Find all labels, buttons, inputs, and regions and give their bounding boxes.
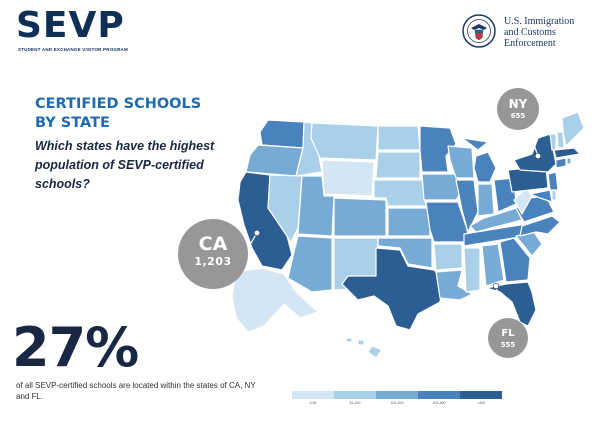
- legend-label-2: 51-100: [349, 401, 361, 405]
- legend-label-3: 101-200: [390, 401, 404, 405]
- legend-swatch-5: [460, 391, 502, 399]
- state-in: [477, 183, 495, 217]
- state-md: [529, 189, 553, 203]
- fl-marker: [492, 282, 500, 290]
- state-nv: [267, 174, 303, 243]
- sevp-logo-subtitle: STUDENT AND EXCHANGE VISITOR PROGRAM: [18, 47, 128, 52]
- dhs-seal-icon: [462, 14, 496, 48]
- state-wy: [321, 159, 375, 197]
- state-or: [245, 144, 304, 177]
- state-wv: [513, 187, 533, 215]
- callout-ca-count: 1,203: [194, 255, 232, 268]
- state-ri: [566, 157, 572, 165]
- state-wa: [259, 119, 305, 149]
- state-az: [287, 235, 333, 293]
- legend-label-5: >400: [477, 401, 485, 405]
- state-sd: [375, 151, 421, 179]
- state-mn: [419, 125, 457, 173]
- state-fl: [485, 281, 537, 327]
- state-hi: [345, 337, 383, 359]
- legend-label-1: 0-50: [309, 401, 317, 405]
- legend-swatch-2: [334, 391, 376, 399]
- map-legend: 0-50 51-100 101-200 201-400 >400: [292, 391, 502, 407]
- page-question: Which states have the highest population…: [35, 139, 215, 191]
- sevp-logo-text: SEVP: [16, 5, 125, 46]
- agency-name-line-3: Enforcement: [504, 38, 556, 49]
- callout-ny: NY 655: [497, 88, 539, 130]
- callout-ca: CA 1,203: [178, 219, 248, 289]
- state-ct: [555, 157, 567, 169]
- page-title-line-1: CERTIFIED SCHOOLS: [35, 96, 202, 112]
- state-il: [455, 179, 479, 233]
- state-nj: [547, 171, 559, 191]
- legend-label-4: 201-400: [432, 401, 446, 405]
- state-ms: [463, 247, 481, 293]
- callout-ca-state: CA: [198, 233, 228, 255]
- state-wi: [447, 145, 475, 179]
- page-title: CERTIFIED SCHOOLS BY STATE: [35, 95, 220, 133]
- stat-percent: 27%: [12, 316, 139, 379]
- agency-name-line-2: and Customs: [504, 27, 556, 38]
- page-title-line-2: BY STATE: [35, 115, 110, 131]
- state-al: [481, 243, 505, 287]
- callout-fl-count: 555: [500, 341, 516, 349]
- legend-swatch-3: [376, 391, 418, 399]
- state-ny: [513, 133, 557, 173]
- state-ut: [297, 175, 335, 237]
- state-la: [435, 269, 473, 301]
- state-vt: [549, 133, 557, 151]
- state-nc: [519, 215, 561, 237]
- legend-swatch-1: [292, 391, 334, 399]
- ca-marker: [253, 229, 261, 237]
- state-nd: [377, 125, 421, 151]
- ny-marker: [534, 152, 542, 160]
- state-mi: [461, 137, 497, 183]
- state-ks: [387, 207, 431, 237]
- state-ga: [499, 237, 531, 283]
- state-co: [333, 197, 387, 237]
- callout-ny-state: NY: [508, 97, 528, 111]
- state-me: [561, 111, 585, 147]
- state-de: [551, 189, 557, 201]
- state-ak: [231, 267, 319, 333]
- legend-swatch-4: [418, 391, 460, 399]
- legend-color-bar: [292, 391, 502, 399]
- callout-ny-count: 655: [510, 112, 526, 120]
- state-ar: [433, 243, 463, 271]
- agency-name: U.S. Immigration and Customs Enforcement: [504, 16, 599, 49]
- state-ok: [377, 237, 433, 269]
- callout-fl-state: FL: [501, 328, 515, 339]
- state-mt: [310, 122, 379, 161]
- stat-caption: of all SEVP-certified schools are locate…: [16, 381, 256, 401]
- state-tx: [341, 247, 445, 331]
- state-nh: [556, 131, 565, 149]
- legend-labels: 0-50 51-100 101-200 201-400 >400: [292, 401, 502, 405]
- callout-fl: FL 555: [488, 318, 528, 358]
- state-ma: [553, 147, 581, 159]
- agency-name-line-1: U.S. Immigration: [504, 16, 575, 27]
